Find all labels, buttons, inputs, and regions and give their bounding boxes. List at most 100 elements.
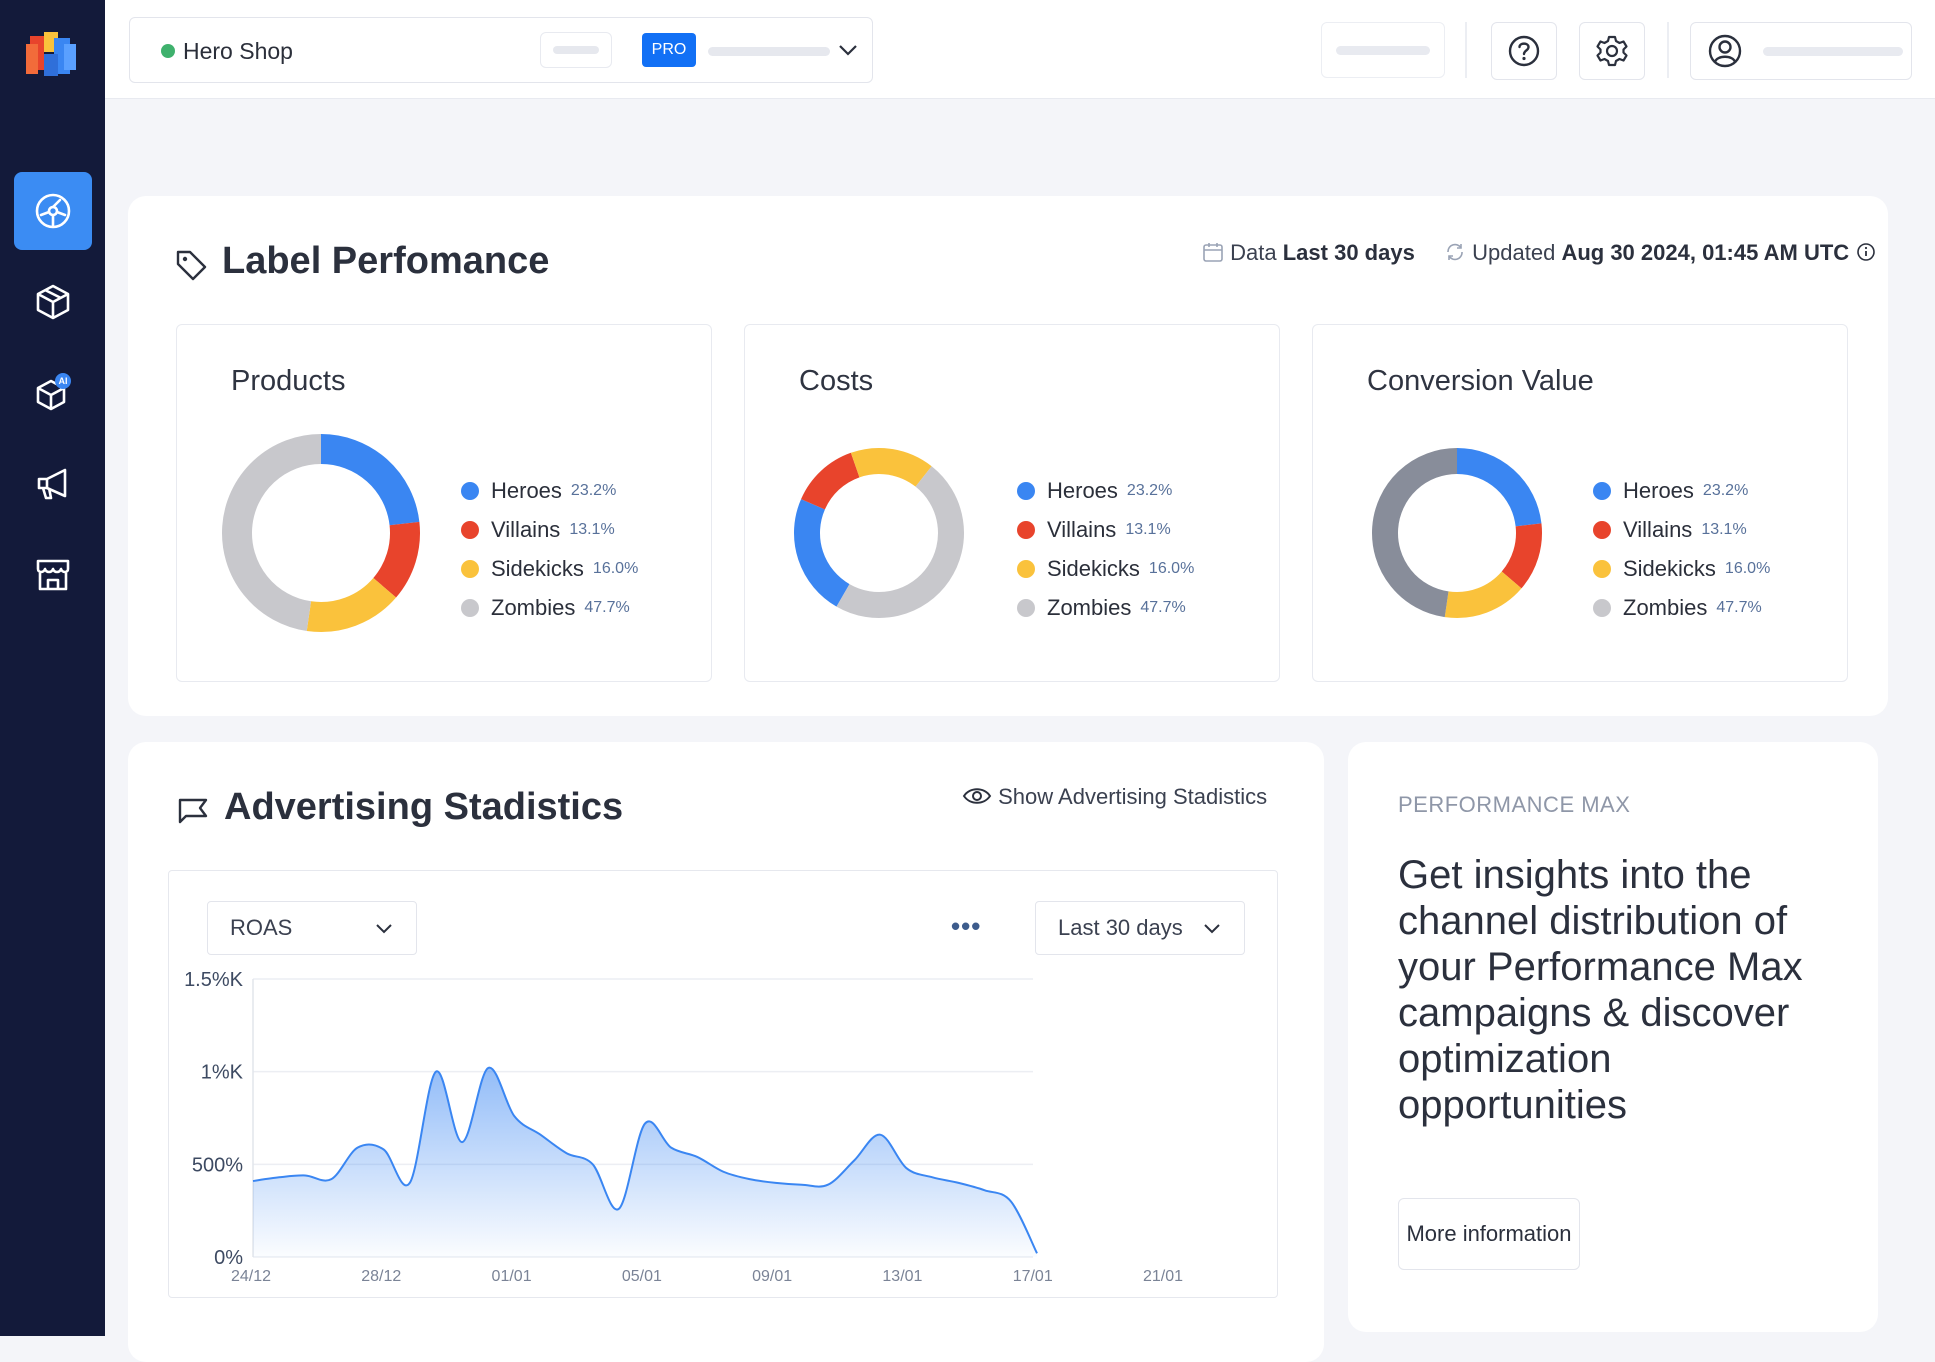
roas-area-chart: 0% 500% 1%K 1.5%K 24/12 28/12 01/01 05/01 09/01 1… bbox=[184, 971, 1183, 1285]
legend-item: Heroes 23.2% bbox=[1593, 471, 1770, 510]
y-tick-label: 1%K bbox=[201, 1062, 244, 1084]
calendar-icon bbox=[1203, 243, 1223, 262]
donut-slice-heroes[interactable] bbox=[1456, 448, 1542, 527]
legend-swatch bbox=[1017, 520, 1035, 539]
legend-swatch bbox=[461, 481, 479, 500]
legend-item: Sidekicks 16.0% bbox=[461, 549, 638, 588]
legend-item: Zombies 47.7% bbox=[1593, 588, 1770, 627]
metric-select[interactable]: ROAS bbox=[207, 901, 417, 955]
legend-label: Villains bbox=[1047, 516, 1117, 542]
store-icon bbox=[36, 559, 70, 591]
chart-title: Costs bbox=[799, 365, 874, 397]
show-statistics-label: Show Advertising Stadistics bbox=[998, 784, 1268, 809]
legend-label: Zombies bbox=[1047, 594, 1132, 620]
card-headline: Get insights into the channel distributi… bbox=[1398, 853, 1803, 1127]
donut-slice-sidekicks[interactable] bbox=[306, 577, 397, 632]
placeholder-button[interactable] bbox=[1321, 22, 1445, 78]
chart-legend: Heroes 23.2% Villains 13.1% Sidekicks 16.0% Zo… bbox=[1593, 471, 1770, 627]
conversion-value-chart-card: Conversion Value Heroes 23.2% Villains 13.1… bbox=[1312, 324, 1848, 682]
donut-slice-zombies[interactable] bbox=[222, 434, 322, 631]
x-tick-label: 21/01 bbox=[1143, 1268, 1183, 1285]
updated-info: Updated Aug 30 2024, 01:45 AM UTC bbox=[1444, 240, 1877, 266]
legend-swatch bbox=[1017, 598, 1035, 617]
x-tick-label: 01/01 bbox=[492, 1268, 532, 1285]
series-line[interactable] bbox=[252, 1066, 1038, 1254]
legend-percent: 47.7% bbox=[584, 598, 630, 616]
area-fill bbox=[253, 1067, 1037, 1257]
settings-button[interactable] bbox=[1579, 22, 1645, 80]
legend-label: Sidekicks bbox=[1623, 555, 1716, 581]
shop-selector[interactable]: Hero Shop PRO bbox=[129, 17, 873, 83]
legend-item: Zombies 47.7% bbox=[1017, 588, 1194, 627]
more-options-button[interactable]: ••• bbox=[951, 911, 982, 941]
donut-slice-sidekicks[interactable] bbox=[1444, 571, 1522, 618]
date-range-select[interactable]: Last 30 days bbox=[1035, 901, 1245, 955]
y-tick-label: 500% bbox=[192, 1154, 243, 1176]
legend-item: Heroes 23.2% bbox=[1017, 471, 1194, 510]
nav-advertising[interactable] bbox=[14, 445, 92, 523]
legend-swatch bbox=[461, 520, 479, 539]
eye-icon bbox=[962, 788, 992, 804]
help-icon bbox=[1508, 35, 1540, 67]
top-bar: Hero Shop PRO bbox=[105, 0, 1935, 99]
card-eyebrow: PERFORMANCE MAX bbox=[1398, 792, 1631, 817]
chart-title: Conversion Value bbox=[1367, 365, 1594, 397]
show-statistics-link[interactable]: Show Advertising Stadistics bbox=[962, 784, 1267, 810]
donut-chart bbox=[794, 448, 964, 618]
legend-swatch bbox=[1593, 598, 1611, 617]
legend-percent: 16.0% bbox=[592, 559, 639, 577]
nav-dashboard[interactable] bbox=[14, 172, 92, 250]
legend-item: Sidekicks 16.0% bbox=[1593, 549, 1770, 588]
gear-icon bbox=[1596, 35, 1628, 67]
legend-percent: 16.0% bbox=[1724, 559, 1771, 577]
nav-store[interactable] bbox=[14, 536, 92, 614]
divider bbox=[1667, 22, 1669, 78]
pro-badge: PRO bbox=[642, 33, 696, 67]
donut-slice-heroes[interactable] bbox=[794, 499, 850, 607]
help-button[interactable] bbox=[1491, 22, 1557, 80]
shop-name: Hero Shop bbox=[183, 38, 293, 64]
user-avatar-icon bbox=[1708, 34, 1742, 68]
divider bbox=[1465, 22, 1467, 78]
x-tick-label: 13/01 bbox=[882, 1268, 922, 1285]
donut-chart bbox=[222, 434, 420, 632]
legend-label: Heroes bbox=[1047, 477, 1118, 503]
legend-swatch bbox=[1593, 520, 1611, 539]
legend-percent: 47.7% bbox=[1140, 598, 1186, 616]
megaphone-icon bbox=[178, 798, 208, 824]
chart-title: Products bbox=[231, 365, 346, 397]
dashboard-icon bbox=[35, 193, 71, 229]
user-menu[interactable] bbox=[1690, 22, 1912, 80]
donut-slice-villains[interactable] bbox=[801, 452, 860, 510]
nav-ai-products[interactable]: AI bbox=[14, 354, 92, 432]
app-logo[interactable] bbox=[24, 24, 82, 88]
y-tick-label: 0% bbox=[214, 1247, 243, 1269]
legend-swatch bbox=[1593, 481, 1611, 500]
donut-chart bbox=[1372, 448, 1542, 618]
legend-item: Zombies 47.7% bbox=[461, 588, 638, 627]
legend-item: Sidekicks 16.0% bbox=[1017, 549, 1194, 588]
legend-swatch bbox=[1593, 559, 1611, 578]
donut-slice-villains[interactable] bbox=[372, 521, 420, 598]
metric-select-value: ROAS bbox=[230, 915, 293, 940]
refresh-icon bbox=[1447, 243, 1463, 261]
donut-slice-zombies[interactable] bbox=[1372, 448, 1458, 618]
chevron-down-icon bbox=[839, 45, 857, 56]
donut-slice-heroes[interactable] bbox=[320, 434, 420, 526]
x-tick-label: 28/12 bbox=[361, 1268, 401, 1285]
legend-percent: 23.2% bbox=[570, 481, 617, 499]
donut-slice-villains[interactable] bbox=[1501, 523, 1542, 589]
advertising-statistics-card: Advertising Stadistics Show Advertising … bbox=[128, 742, 1324, 1362]
legend-percent: 47.7% bbox=[1716, 598, 1762, 616]
donut-slice-zombies[interactable] bbox=[836, 466, 964, 618]
legend-percent: 13.1% bbox=[1125, 520, 1171, 538]
info-icon[interactable] bbox=[1855, 241, 1877, 263]
megaphone-icon bbox=[37, 468, 67, 500]
donut-slice-sidekicks[interactable] bbox=[850, 448, 932, 488]
legend-label: Zombies bbox=[491, 594, 576, 620]
legend-label: Sidekicks bbox=[1047, 555, 1140, 581]
nav-products[interactable] bbox=[14, 263, 92, 341]
legend-item: Villains 13.1% bbox=[1593, 510, 1770, 549]
legend-swatch bbox=[1017, 559, 1035, 578]
more-information-button[interactable]: More information bbox=[1398, 1198, 1580, 1270]
